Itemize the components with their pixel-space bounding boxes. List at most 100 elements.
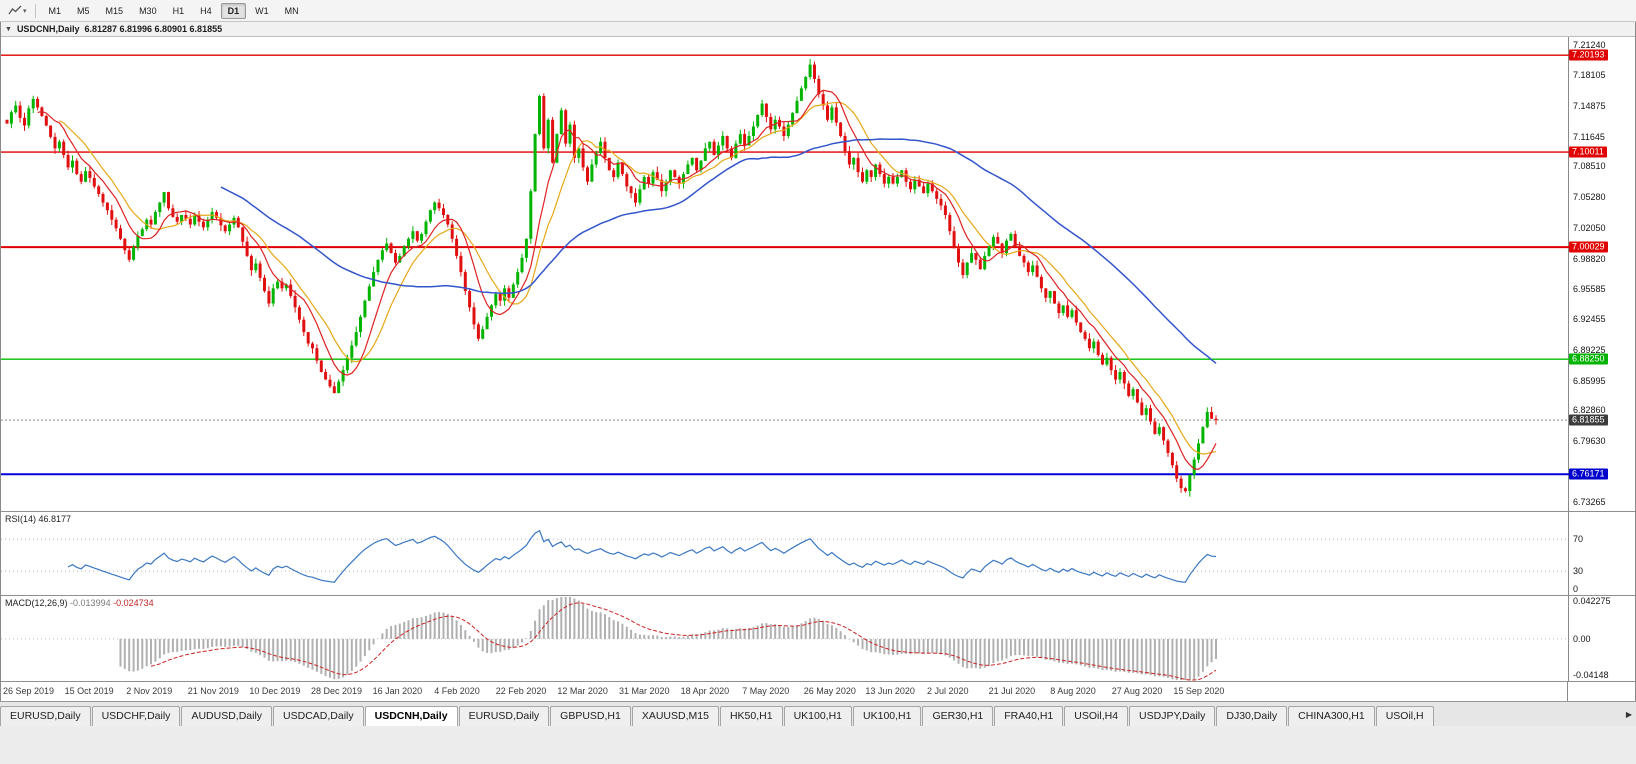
timeframe-button-mn[interactable]: MN [284,5,299,16]
price-badge: 6.81855 [1569,414,1608,426]
macd-indicator-name: MACD(12,26,9) [5,598,68,608]
macd-axis-label: 0.042275 [1573,596,1611,606]
timeframe-button-m1[interactable]: M1 [48,5,62,16]
status-area [0,726,1636,761]
tab-scroll-right-icon[interactable]: ▶ [1625,710,1632,719]
date-label: 26 May 2020 [803,686,856,696]
chart-tab-usdcnh-daily[interactable]: USDCNH,Daily [364,706,458,726]
timeframe-buttons: M1 M5 M15 M30 H1 H4 D1 W1 MN [41,2,307,19]
chart-tab-usdchf-daily[interactable]: USDCHF,Daily [91,706,181,726]
date-label: 18 Apr 2020 [680,686,730,696]
macd-chart [1,597,1569,681]
chart-symbol-title: USDCNH,Daily [16,24,80,34]
macd-axis-label: -0.04148 [1573,670,1609,680]
charts-menu-icon[interactable]: ▾ [5,4,30,17]
macd-axis[interactable]: 0.042275 0.00 -0.04148 [1569,596,1635,681]
rsi-level-label: 30 [1573,566,1584,577]
macd-main-value: -0.013994 [70,598,111,608]
toolbar-separator [34,3,36,18]
main-chart-plot[interactable] [1,37,1569,511]
macd-panel-plot[interactable]: MACD(12,26,9) -0.013994 -0.024734 [1,596,1569,681]
price-tick-label: 7.11645 [1573,131,1605,142]
chart-tab-hk50-h1[interactable]: HK50,H1 [719,706,783,726]
collapse-icon[interactable]: ▼ [5,25,12,33]
price-badge: 7.00029 [1569,241,1608,253]
price-tick-label: 6.92455 [1573,314,1606,325]
chart-tab-usdcad-daily[interactable]: USDCAD,Daily [273,706,364,726]
price-tick-label: 6.98820 [1573,253,1606,264]
date-label: 21 Jul 2020 [988,686,1036,696]
candlestick-chart [1,54,1569,497]
rsi-level-label: 70 [1573,534,1584,545]
price-tick-label: 6.95585 [1573,284,1606,295]
chart-tab-ger30-h1[interactable]: GER30,H1 [922,706,994,726]
date-label: 15 Sep 2020 [1173,686,1225,696]
time-axis[interactable]: 26 Sep 2019 15 Oct 2019 2 Nov 2019 21 Nov 2… [1,682,1569,701]
chart-ohlc-values: 6.81287 6.81996 6.80901 6.81855 [84,24,223,34]
date-label: 16 Jan 2020 [372,686,423,696]
rsi-chart [1,529,1569,583]
rsi-level-label: 0 [1573,584,1579,594]
main-chart-section: 7.21240 7.18105 7.14875 7.11645 7.08510 7.052… [1,37,1635,511]
date-label: 2 Jul 2020 [927,686,969,696]
chart-tab-audusd-daily[interactable]: AUDUSD,Daily [181,706,273,726]
rsi-axis[interactable]: 70 30 0 [1569,512,1635,595]
price-tick-label: 6.82860 [1573,405,1606,416]
date-label: 27 Aug 2020 [1111,686,1163,696]
macd-panel: MACD(12,26,9) -0.013994 -0.024734 0.0422… [1,595,1635,681]
timeframe-button-d1[interactable]: D1 [220,2,247,19]
chart-tab-usoil-h4[interactable]: USOil,H4 [1064,706,1129,726]
price-tick-label: 6.85995 [1573,375,1606,386]
chart-tab-gbpusd-h1[interactable]: GBPUSD,H1 [550,706,631,726]
date-label: 7 May 2020 [742,686,790,696]
date-label: 26 Sep 2019 [3,686,55,696]
price-axis[interactable]: 7.21240 7.18105 7.14875 7.11645 7.08510 7.052… [1569,37,1635,511]
price-tick-label: 6.79630 [1573,436,1606,447]
time-axis-section: 26 Sep 2019 15 Oct 2019 2 Nov 2019 21 Nov 2… [1,681,1635,701]
chart-tab-eurusd-daily[interactable]: EURUSD,Daily [0,706,91,726]
chart-tab-eurusd-daily[interactable]: EURUSD,Daily [458,706,550,726]
price-tick-label: 7.08510 [1573,161,1606,172]
price-badge: 6.88250 [1569,353,1608,365]
date-label: 8 Aug 2020 [1050,686,1096,696]
chart-tab-dj30-daily[interactable]: DJ30,Daily [1216,706,1288,726]
rsi-panel: RSI(14) 46.8177 70 30 0 [1,511,1635,595]
rsi-indicator-value: 46.8177 [38,514,72,524]
macd-label: MACD(12,26,9) -0.013994 -0.024734 [5,598,154,608]
chart-tab-uk100-h1[interactable]: UK100,H1 [783,706,853,726]
macd-signal-value: -0.024734 [113,598,154,608]
chart-tab-uk100-h1[interactable]: UK100,H1 [853,706,922,726]
timeframe-button-m30[interactable]: M30 [139,5,157,16]
price-badge: 7.20193 [1569,49,1608,61]
date-label: 28 Dec 2019 [311,686,363,696]
rsi-panel-plot[interactable]: RSI(14) 46.8177 [1,512,1569,595]
price-tick-label: 6.89225 [1573,344,1606,355]
chart-titlebar: ▼ USDCNH,Daily 6.81287 6.81996 6.80901 6… [1,22,1635,37]
date-label: 22 Feb 2020 [495,686,547,696]
rsi-label: RSI(14) 46.8177 [5,514,71,524]
date-label: 31 Mar 2020 [619,686,670,696]
chart-tab-china300-h1[interactable]: CHINA300,H1 [1288,706,1375,726]
date-label: 2 Nov 2019 [126,686,173,696]
rsi-indicator-name: RSI(14) [5,514,37,524]
date-label: 21 Nov 2019 [187,686,239,696]
chart-tab-usoil-h[interactable]: USOil,H [1375,706,1434,726]
price-tick-label: 7.21240 [1573,40,1606,51]
price-badge: 6.76171 [1569,468,1608,480]
chart-tab-usdjpy-daily[interactable]: USDJPY,Daily [1129,706,1216,726]
time-axis-corner [1568,682,1635,701]
timeframe-button-h1[interactable]: H1 [172,5,185,16]
dropdown-caret-icon: ▾ [23,7,27,15]
timeframe-toolbar: ▾ M1 M5 M15 M30 H1 H4 D1 W1 MN [0,0,1636,22]
chart-tab-fra40-h1[interactable]: FRA40,H1 [994,706,1064,726]
timeframe-button-m5[interactable]: M5 [77,5,90,16]
chart-tabs: EURUSD,Daily USDCHF,Daily AUDUSD,Daily USDC… [0,704,1435,726]
timeframe-button-m15[interactable]: M15 [105,5,124,16]
chart-tab-xauusd-m15[interactable]: XAUUSD,M15 [631,706,719,726]
timeframe-button-w1[interactable]: W1 [255,5,269,16]
price-tick-label: 7.05280 [1573,192,1606,203]
timeframe-button-h4[interactable]: H4 [200,5,212,16]
price-badge: 7.10011 [1569,146,1607,158]
line-chart-icon [8,5,22,15]
